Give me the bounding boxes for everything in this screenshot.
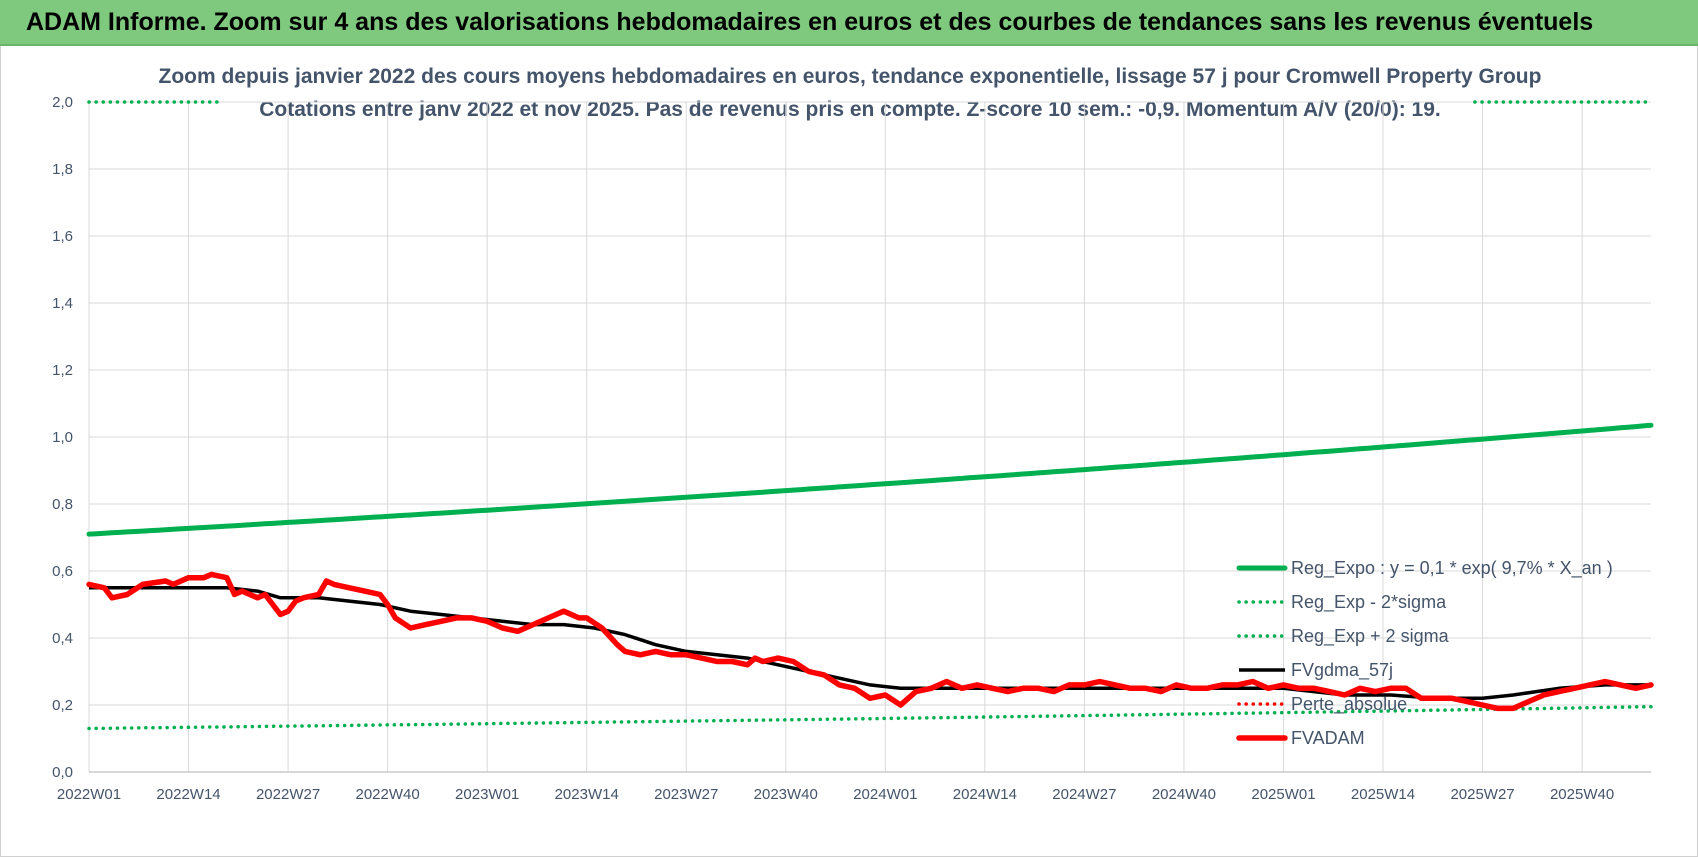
x-tick-label: 2024W40 <box>1152 786 1216 803</box>
x-tick-label: 2025W01 <box>1251 786 1315 803</box>
x-tick-label: 2023W40 <box>754 786 818 803</box>
series-reg-exp-2-line <box>87 704 1653 731</box>
legend-label: FVgdma_57j <box>1291 660 1393 681</box>
legend-label: Perte_absolue <box>1291 694 1407 715</box>
x-tick-label: 2025W14 <box>1351 786 1415 803</box>
x-tick-label: 2024W14 <box>953 786 1017 803</box>
y-tick-label: 1,4 <box>52 295 73 312</box>
line-chart: Zoom depuis janvier 2022 des cours moyen… <box>52 65 1654 803</box>
y-axis: 0,0 0,2 0,4 0,6 0,8 1,0 1,2 1,4 1,6 1,8 2,0 <box>52 94 73 781</box>
y-tick-label: 0,4 <box>52 630 73 647</box>
plot-area <box>86 100 1654 731</box>
chart-title-line1: Zoom depuis janvier 2022 des cours moyen… <box>159 65 1542 88</box>
y-tick-label: 0,8 <box>52 496 73 513</box>
x-tick-label: 2022W14 <box>156 786 220 803</box>
report-banner-title: ADAM Informe. Zoom sur 4 ans des valoris… <box>0 0 1698 46</box>
x-axis: 2022W01 2022W14 2022W27 2022W40 2023W01 2023W… <box>57 786 1614 803</box>
x-tick-label: 2025W27 <box>1450 786 1514 803</box>
y-tick-label: 0,6 <box>52 563 73 580</box>
y-tick-label: 0,0 <box>52 764 73 781</box>
y-tick-label: 0,2 <box>52 697 73 714</box>
y-tick-label: 1,6 <box>52 228 73 245</box>
chart-title-line2: Cotations entre janv 2022 et nov 2025. P… <box>259 98 1440 121</box>
y-tick-label: 1,2 <box>52 362 73 379</box>
x-tick-label: 2025W40 <box>1550 786 1614 803</box>
x-tick-label: 2023W27 <box>654 786 718 803</box>
legend-label: Reg_Expo : y = 0,1 * exp( 9,7% * X_an ) <box>1291 558 1613 579</box>
y-tick-label: 2,0 <box>52 94 73 111</box>
legend-label: Reg_Exp + 2 sigma <box>1291 626 1450 647</box>
x-tick-label: 2022W01 <box>57 786 121 803</box>
x-tick-label: 2024W01 <box>853 786 917 803</box>
x-tick-label: 2022W27 <box>256 786 320 803</box>
x-tick-label: 2022W40 <box>356 786 420 803</box>
chart-frame: Zoom depuis janvier 2022 des cours moyen… <box>0 46 1698 857</box>
legend-label: FVADAM <box>1291 728 1365 748</box>
y-tick-label: 1,0 <box>52 429 73 446</box>
y-tick-label: 1,8 <box>52 161 73 178</box>
x-tick-label: 2024W27 <box>1052 786 1116 803</box>
series-reg-expo-y-line <box>86 422 1654 537</box>
legend-label: Reg_Exp - 2*sigma <box>1291 592 1447 613</box>
series-fvadam-line <box>86 571 1654 712</box>
gridlines <box>88 101 1651 773</box>
x-tick-label: 2023W01 <box>455 786 519 803</box>
legend: Reg_Expo : y = 0,1 * exp( 9,7% * X_an ) R… <box>1236 558 1613 748</box>
x-tick-label: 2023W14 <box>555 786 619 803</box>
